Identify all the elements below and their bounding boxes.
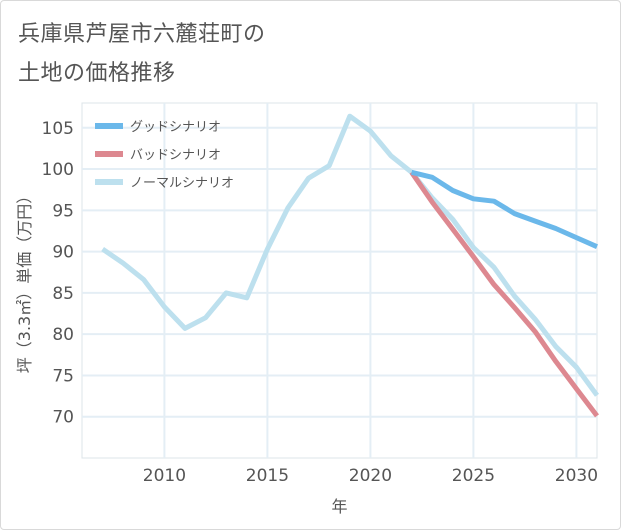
y-tick-label-75: 75 xyxy=(52,366,74,386)
y-tick-label-70: 70 xyxy=(52,408,74,428)
y-tick-label-100: 100 xyxy=(42,160,74,180)
x-tick-label-2015: 2015 xyxy=(246,466,289,486)
y-tick-label-85: 85 xyxy=(52,284,74,304)
legend-label-0: グッドシナリオ xyxy=(130,120,221,135)
series-line-2 xyxy=(101,113,600,397)
series-line-1 xyxy=(409,170,599,418)
series-line-0 xyxy=(411,169,599,249)
x-axis-label: 年 xyxy=(331,497,347,516)
grid xyxy=(82,103,597,458)
y-axis-label: 坪（3.3㎡）単価（万円） xyxy=(15,188,34,373)
series-lines xyxy=(101,113,600,418)
axis-ticks: 2010 2015 2020 2025 2030 70 75 80 85 90 95 100 105 xyxy=(42,119,598,486)
y-tick-label-80: 80 xyxy=(52,325,74,345)
legend-label-2: ノーマルシナリオ xyxy=(130,176,234,191)
chart-title-line-2: 土地の価格推移 xyxy=(18,61,176,86)
plot-area xyxy=(81,102,598,459)
y-tick-label-90: 90 xyxy=(52,243,74,263)
y-tick-label-105: 105 xyxy=(42,119,74,139)
x-tick-label-2030: 2030 xyxy=(555,466,598,486)
x-tick-label-2025: 2025 xyxy=(452,466,495,486)
y-tick-label-95: 95 xyxy=(52,201,74,221)
chart-title-line-1: 兵庫県芦屋市六麓荘町の xyxy=(18,22,266,47)
x-tick-label-2010: 2010 xyxy=(143,466,186,486)
x-tick-label-2020: 2020 xyxy=(349,466,392,486)
legend-label-1: バッドシナリオ xyxy=(130,148,221,163)
